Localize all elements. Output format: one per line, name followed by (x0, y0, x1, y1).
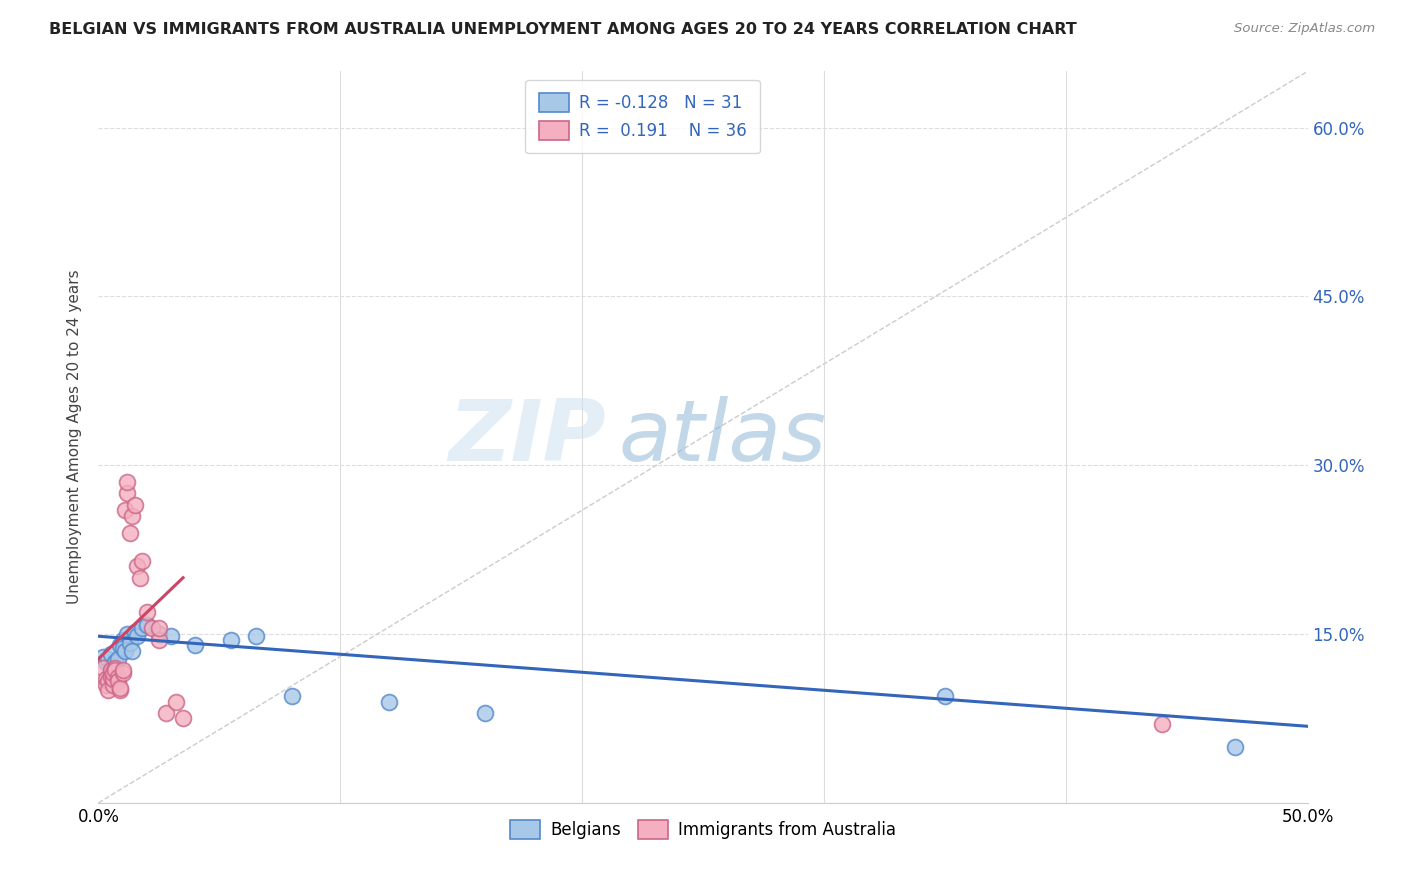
Point (172, 711, 194, 725)
Point (118, 525, 141, 540)
Point (160, 629, 183, 643)
Point (121, 644, 143, 658)
Point (104, 666, 127, 681)
Point (94, 672, 117, 686)
Point (101, 658, 124, 673)
Point (121, 508, 143, 523)
Point (107, 652, 129, 666)
Point (97, 683, 120, 698)
Point (108, 681, 131, 695)
Point (148, 621, 170, 635)
Text: Source: ZipAtlas.com: Source: ZipAtlas.com (1234, 22, 1375, 36)
Text: ZIP: ZIP (449, 395, 606, 479)
Point (377, 694, 399, 708)
Point (117, 627, 139, 641)
Point (94, 678, 117, 692)
Point (1223, 739, 1246, 754)
Point (124, 624, 146, 639)
Point (127, 559, 149, 574)
Point (221, 632, 243, 647)
Point (111, 663, 134, 677)
Text: atlas: atlas (619, 395, 827, 479)
Point (135, 605, 157, 619)
Point (108, 638, 131, 652)
Point (127, 629, 149, 643)
Point (100, 670, 122, 684)
Point (1152, 717, 1174, 731)
Legend: Belgians, Immigrants from Australia: Belgians, Immigrants from Australia (503, 814, 903, 846)
Point (104, 663, 127, 677)
Point (111, 632, 134, 647)
Point (934, 689, 956, 703)
Text: BELGIAN VS IMMIGRANTS FROM AUSTRALIA UNEMPLOYMENT AMONG AGES 20 TO 24 YEARS CORR: BELGIAN VS IMMIGRANTS FROM AUSTRALIA UNE… (49, 22, 1077, 37)
Point (165, 694, 187, 708)
Point (108, 683, 131, 698)
Point (131, 554, 153, 568)
Point (281, 689, 304, 703)
Point (100, 647, 122, 661)
Point (94, 655, 117, 669)
Point (117, 475, 139, 489)
Point (101, 672, 124, 686)
Point (184, 638, 207, 652)
Point (101, 666, 124, 681)
Point (104, 655, 127, 669)
Point (155, 706, 177, 720)
Point (114, 644, 136, 658)
Point (141, 621, 163, 635)
Point (107, 670, 129, 684)
Point (118, 636, 141, 650)
Point (91, 661, 114, 675)
Point (474, 706, 496, 720)
Point (104, 661, 127, 675)
Point (245, 629, 267, 643)
Point (101, 678, 124, 692)
Point (114, 503, 136, 517)
Point (111, 666, 134, 681)
Point (97, 674, 120, 689)
Point (107, 674, 129, 689)
Point (131, 621, 153, 635)
Point (117, 486, 139, 500)
Point (101, 663, 124, 677)
Point (135, 618, 157, 632)
Point (100, 666, 122, 681)
Point (111, 640, 134, 655)
Y-axis label: Unemployment Among Ages 20 to 24 years: Unemployment Among Ages 20 to 24 years (67, 269, 83, 605)
Point (91, 649, 114, 664)
Point (148, 627, 170, 641)
Point (100, 663, 122, 677)
Point (128, 571, 150, 585)
Point (100, 661, 122, 675)
Point (148, 632, 170, 647)
Point (124, 498, 146, 512)
Point (97, 652, 120, 666)
